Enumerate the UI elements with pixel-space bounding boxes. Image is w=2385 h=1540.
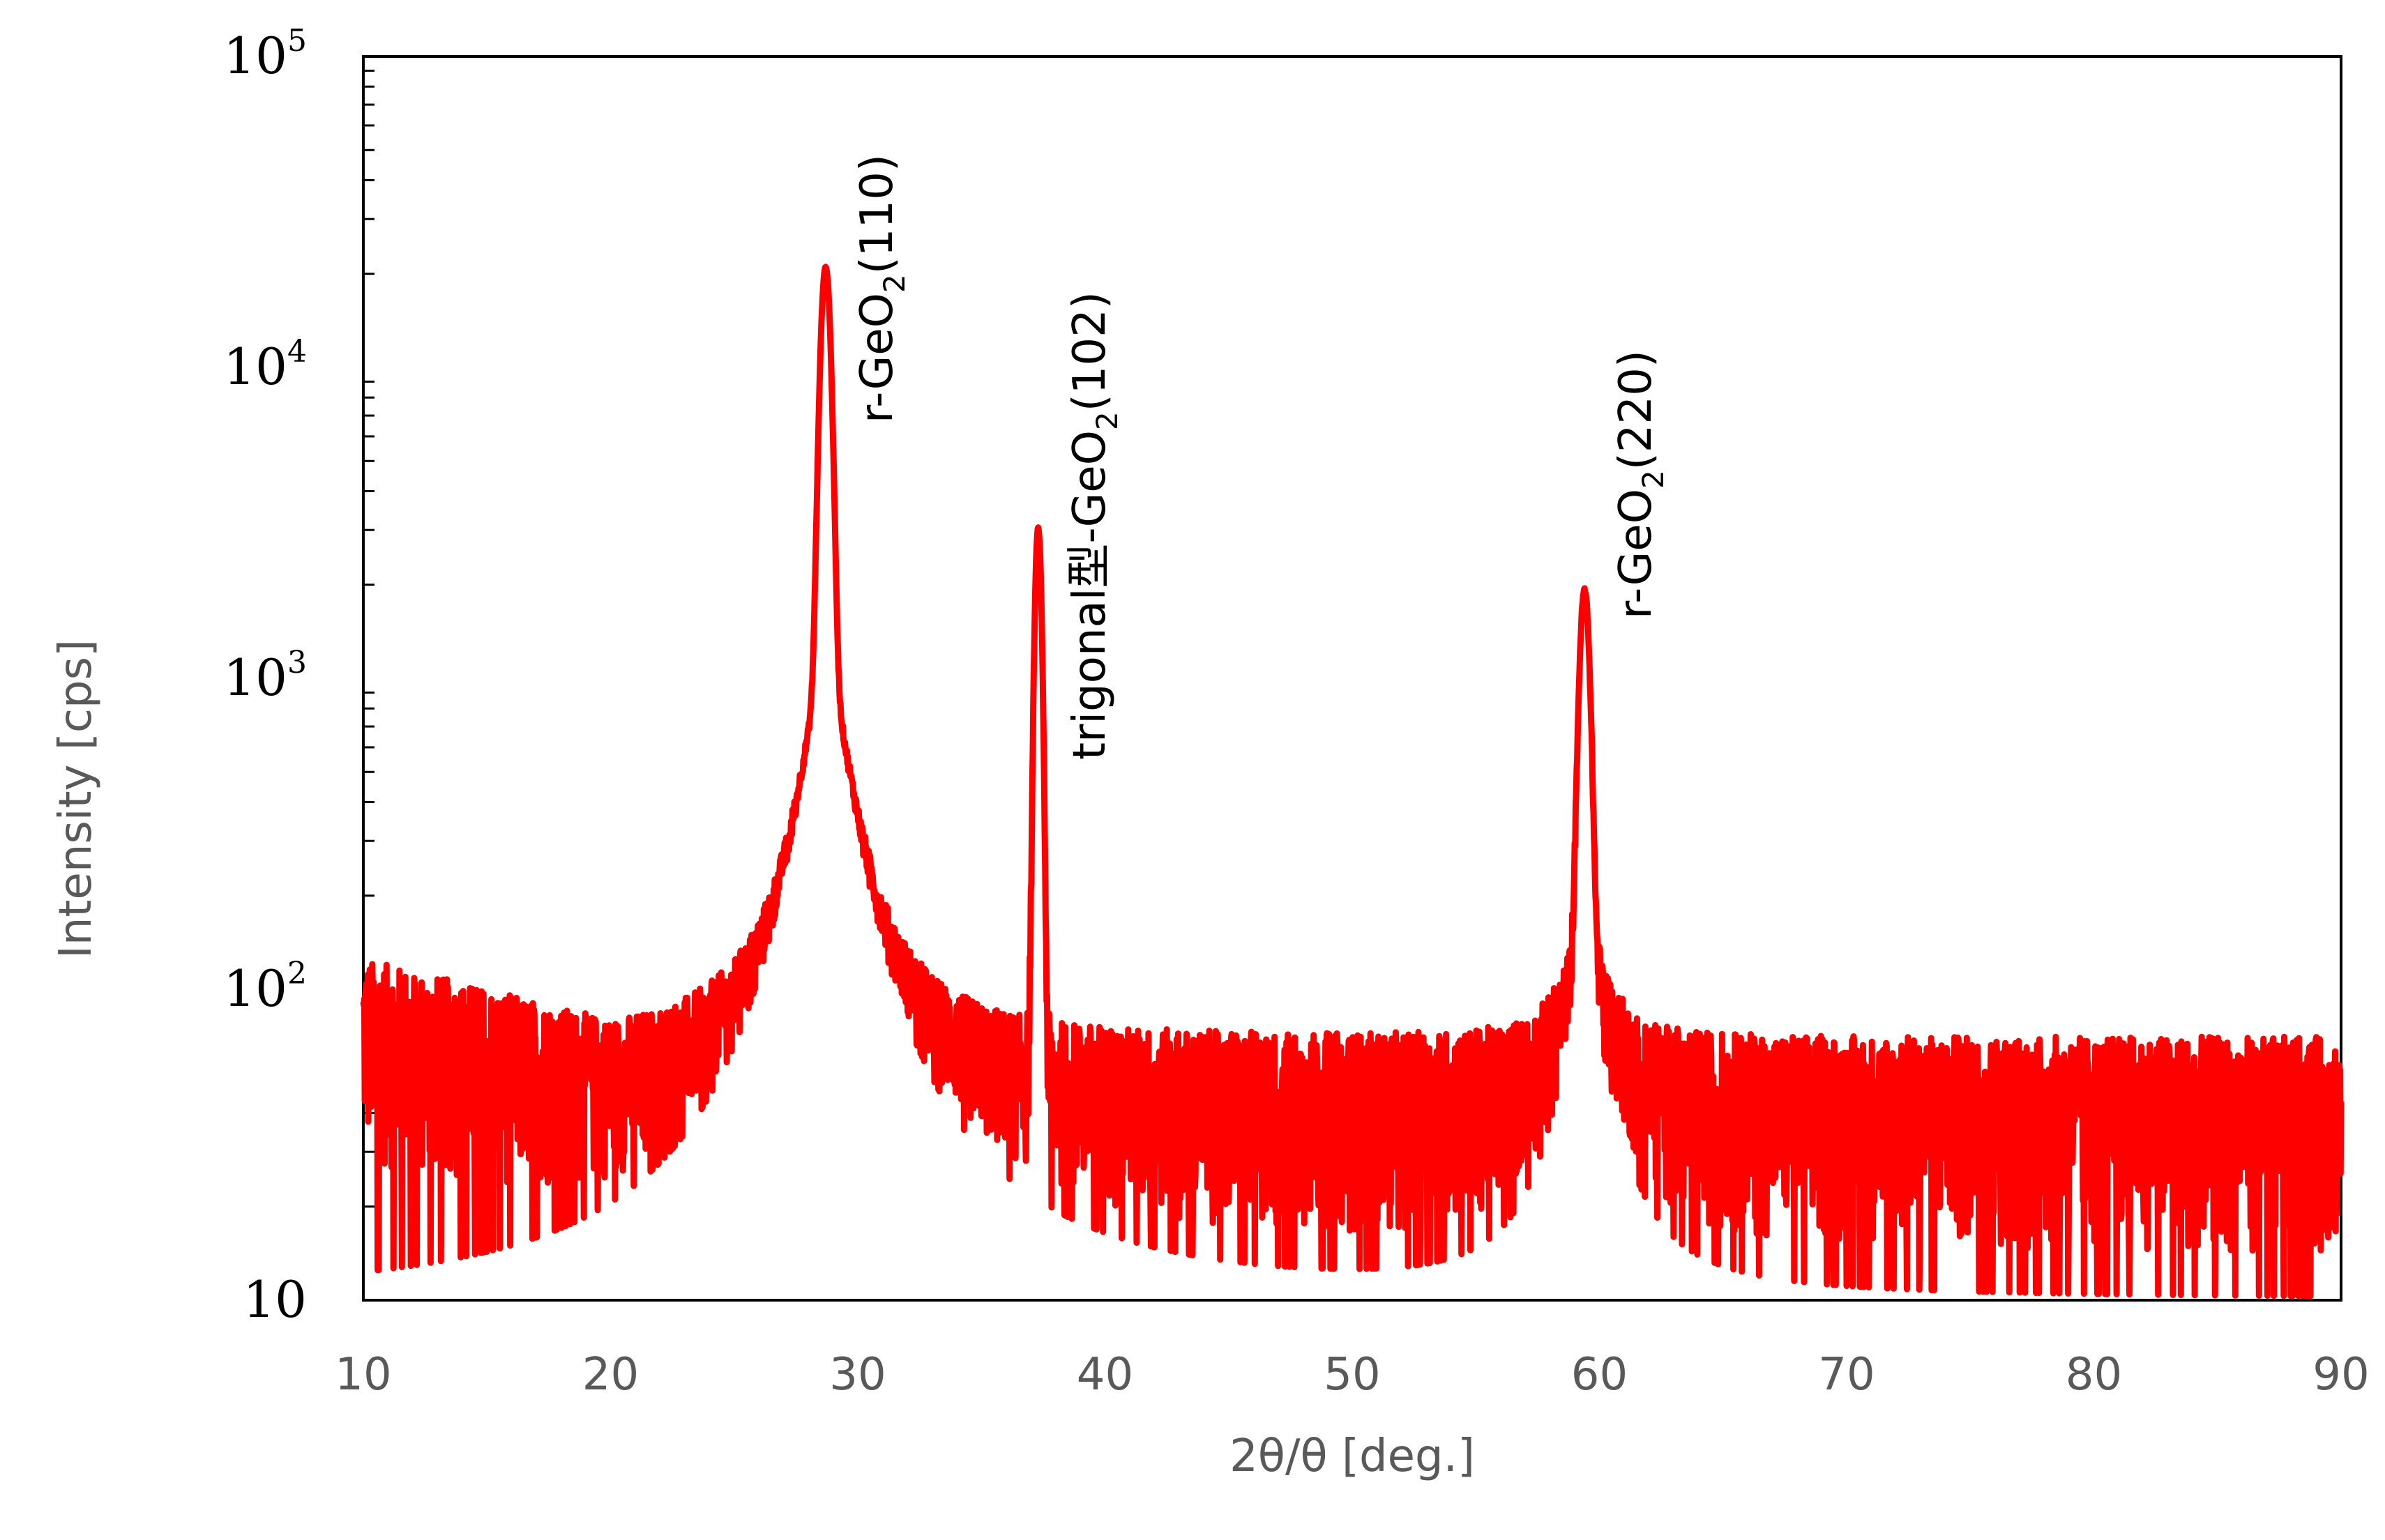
annotation-subscript: 2 <box>1636 470 1670 489</box>
x-tick-label: 80 <box>2066 1349 2122 1401</box>
y-tick-label: 104 <box>223 334 307 396</box>
x-tick-label: 40 <box>1077 1349 1133 1401</box>
y-tick-base: 10 <box>223 26 287 85</box>
peak-annotation: trigonal型-GeO2(102) <box>1064 291 1124 760</box>
y-tick-exponent: 2 <box>287 956 307 991</box>
y-tick-base: 10 <box>223 959 287 1018</box>
x-tick-label: 20 <box>582 1349 639 1401</box>
annotation-suffix: (102) <box>1064 291 1116 411</box>
y-tick-exponent: 4 <box>287 334 307 369</box>
y-tick-label: 103 <box>223 645 307 707</box>
y-tick-label: 10 <box>243 1270 307 1329</box>
annotation-prefix: trigonal型-GeO <box>1064 430 1116 760</box>
x-tick-label: 50 <box>1324 1349 1380 1401</box>
intensity-series-line <box>363 267 2341 1296</box>
x-tick-labels: 10 20 30 40 50 60 70 80 90 <box>335 1349 2369 1401</box>
x-tick-label: 60 <box>1571 1349 1628 1401</box>
y-tick-base: 10 <box>243 1270 307 1329</box>
x-axis-title: 2θ/θ [deg.] <box>1229 1431 1475 1482</box>
peak-annotations: r-GeO2(110)trigonal型-GeO2(102)r-GeO2(220… <box>851 154 1670 760</box>
annotation-subscript: 2 <box>877 274 911 293</box>
y-tick-exponent: 5 <box>287 23 307 59</box>
y-tick-exponent: 3 <box>287 645 307 680</box>
y-tick-base: 10 <box>223 648 287 707</box>
plot-area <box>363 56 2341 1300</box>
annotation-suffix: (220) <box>1610 350 1662 470</box>
y-tick-base: 10 <box>223 337 287 396</box>
y-axis-title: Intensity [cps] <box>50 639 102 959</box>
x-tick-label: 90 <box>2312 1349 2369 1401</box>
peak-annotation: r-GeO2(220) <box>1610 350 1670 619</box>
annotation-prefix: r-GeO <box>851 293 903 423</box>
x-tick-label: 70 <box>1818 1349 1875 1401</box>
y-tick-label: 102 <box>223 956 307 1018</box>
annotation-prefix: r-GeO <box>1610 489 1662 619</box>
peak-annotation: r-GeO2(110) <box>851 154 911 423</box>
y-tick-label: 105 <box>223 23 307 85</box>
annotation-suffix: (110) <box>851 154 903 274</box>
x-tick-label: 30 <box>829 1349 886 1401</box>
annotation-subscript: 2 <box>1090 411 1124 430</box>
x-tick-label: 10 <box>335 1349 391 1401</box>
